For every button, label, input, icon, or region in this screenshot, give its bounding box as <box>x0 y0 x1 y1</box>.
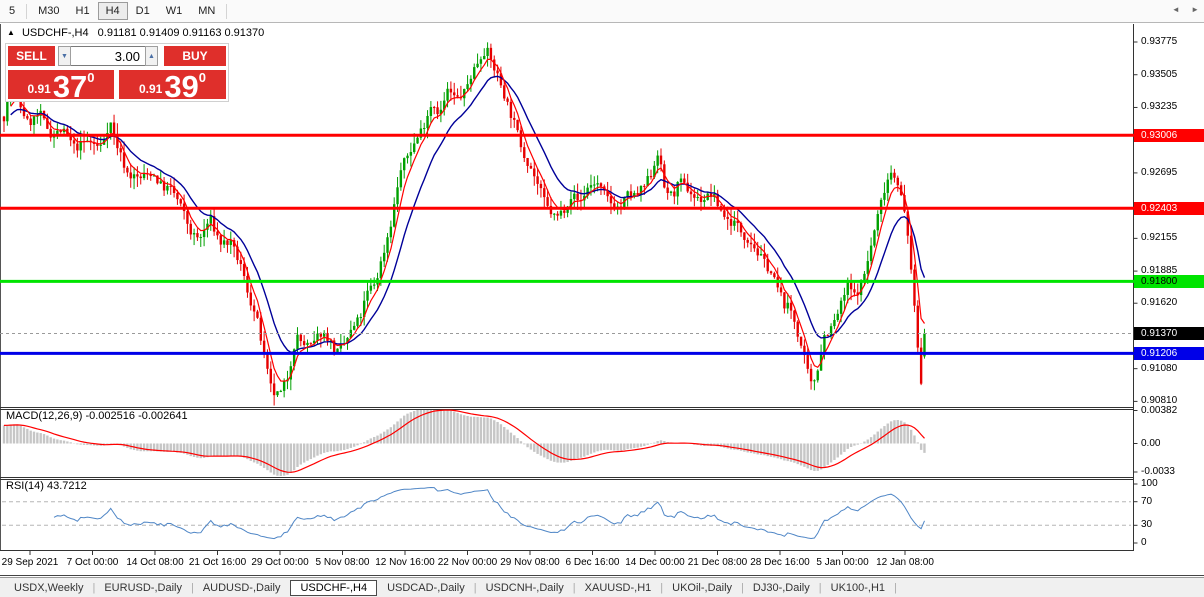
time-axis-label: 14 Dec 00:00 <box>625 557 685 568</box>
chart-title: ▲ USDCHF-,H4 0.91181 0.91409 0.91163 0.9… <box>7 27 264 39</box>
tab-separator: | <box>894 581 897 594</box>
macd-axis-label: -0.0033 <box>1141 465 1175 477</box>
chart-tab-usdchf-h4[interactable]: USDCHF-,H4 <box>290 579 378 596</box>
tab-separator: | <box>190 581 194 594</box>
sell-price-prefix: 0.91 <box>27 82 51 96</box>
tab-scroll-left-icon[interactable]: ◄ <box>1171 5 1180 14</box>
ma-fast-line <box>10 58 925 382</box>
tab-scroll-arrows: ◄ ► <box>1163 5 1199 14</box>
time-axis-label: 28 Dec 16:00 <box>750 557 810 568</box>
price-axis-label: 0.93775 <box>1141 36 1178 47</box>
timeframe-toolbar: 5 M30 H1 H4 D1 W1 MN <box>0 0 1204 23</box>
chart-tab-uk100-h1[interactable]: UK100-,H1 <box>830 581 886 594</box>
time-axis-label: 5 Jan 00:00 <box>816 557 869 568</box>
chart-tab-usdcad-daily[interactable]: USDCAD-,Daily <box>387 581 465 594</box>
time-axis-label: 21 Dec 08:00 <box>687 557 748 568</box>
buy-price-digits: 39 <box>164 69 199 104</box>
timeframe-button-mn[interactable]: MN <box>198 5 216 17</box>
time-axis-label: 29 Nov 08:00 <box>500 557 560 568</box>
one-click-trade-widget: SELL ▼ 3.00 ▲ BUY 0.91 37 0 0.91 39 0 <box>5 43 229 102</box>
time-axis-label: 6 Dec 16:00 <box>565 557 620 568</box>
chart-tab-usdx-weekly[interactable]: USDX,Weekly <box>14 581 84 594</box>
tab-scroll-right-icon[interactable]: ► <box>1191 5 1199 14</box>
chart-ohlc-values: 0.91181 0.91409 0.91163 0.91370 <box>97 27 265 39</box>
chart-tab-usdcnh-daily[interactable]: USDCNH-,Daily <box>485 581 564 594</box>
chart-tab-eurusd-daily[interactable]: EURUSD-,Daily <box>104 581 182 594</box>
timeframe-button-5[interactable]: 5 <box>9 5 16 17</box>
tab-separator: | <box>572 581 576 594</box>
time-axis-label: 7 Oct 00:00 <box>66 557 119 568</box>
time-axis-ticks <box>29 551 906 555</box>
price-axis-label: 0.91885 <box>1141 265 1178 277</box>
time-axis-label: 14 Oct 08:00 <box>126 557 184 568</box>
macd-signal-line <box>3 409 925 473</box>
rsi-axis-label: 100 <box>1141 478 1158 489</box>
timeframe-button-d1[interactable]: D1 <box>135 5 150 17</box>
time-axis-label: 21 Oct 16:00 <box>188 557 247 568</box>
chart-tab-xauusd-h1[interactable]: XAUUSD-,H1 <box>584 581 652 594</box>
buy-price-button[interactable]: 0.91 39 0 <box>119 69 226 104</box>
tab-separator: | <box>473 581 477 594</box>
price-axis-label: 0.92155 <box>1141 232 1178 244</box>
timeframe-button-m30[interactable]: M30 <box>38 5 60 17</box>
rsi-axis-label: 0 <box>1141 537 1147 548</box>
tab-separator: | <box>92 581 96 594</box>
chart-tab-ukoil-daily[interactable]: UKOil-,Daily <box>672 581 733 594</box>
timeframe-button-w1[interactable]: W1 <box>165 5 183 17</box>
time-axis-label: 12 Jan 08:00 <box>876 557 934 568</box>
toolbar-separator <box>226 3 228 19</box>
price-axis-ticks <box>1133 41 1138 544</box>
chart-tab-audusd-daily[interactable]: AUDUSD-,Daily <box>202 581 281 594</box>
macd-axis-label: 0.00 <box>1141 437 1161 449</box>
macd-axis-label: 0.00382 <box>1141 404 1178 416</box>
current-price-price-chip: 0.91370 <box>1134 327 1204 340</box>
volume-decrease-button[interactable]: ▼ <box>58 46 71 66</box>
rsi-axis-label: 70 <box>1141 495 1153 507</box>
sell-price-pipette: 0 <box>87 70 95 85</box>
price-axis-label: 0.90810 <box>1141 395 1178 407</box>
timeframe-button-h4[interactable]: H4 <box>97 2 128 20</box>
volume-increase-button[interactable]: ▲ <box>145 46 158 66</box>
buy-button[interactable]: BUY <box>164 46 226 66</box>
volume-input[interactable]: 3.00 <box>71 46 145 66</box>
timeframe-button-h1[interactable]: H1 <box>75 5 90 17</box>
price-axis-label: 0.91620 <box>1141 297 1178 309</box>
time-axis-label: 12 Nov 16:00 <box>375 557 435 568</box>
time-axis-label: 29 Sep 2021 <box>1 557 59 568</box>
triangle-down-icon: ▼ <box>61 52 68 60</box>
pivot-green-price-chip: 0.91800 <box>1134 274 1204 288</box>
rsi-axis-label: 30 <box>1141 519 1153 531</box>
resistance-upper-price-chip: 0.93006 <box>1134 128 1204 142</box>
time-axis-label: 29 Oct 00:00 <box>251 557 309 568</box>
symbol-marker-icon: ▲ <box>7 28 15 37</box>
buy-price-prefix: 0.91 <box>138 82 163 96</box>
chart-tab-dj30-daily[interactable]: DJ30-,Daily <box>752 581 810 594</box>
price-axis-label: 0.93235 <box>1141 101 1178 113</box>
support-blue-price-chip: 0.91206 <box>1134 346 1204 360</box>
tab-separator: | <box>660 581 664 594</box>
macd-header: MACD(12,26,9) -0.002516 -0.002641 <box>6 410 188 422</box>
toolbar-separator <box>26 3 28 19</box>
triangle-up-icon: ▲ <box>148 52 155 60</box>
resistance-lower-price-chip: 0.92403 <box>1134 201 1204 215</box>
tab-separator: | <box>818 581 822 594</box>
price-axis-label: 0.92695 <box>1141 166 1178 178</box>
sell-price-digits: 37 <box>52 69 88 104</box>
rsi-header: RSI(14) 43.7212 <box>6 480 87 492</box>
chart-tab-bar: USDX,Weekly | EURUSD-,Daily | AUDUSD-,Daily … <box>0 577 1204 597</box>
buy-price-pipette: 0 <box>198 70 207 85</box>
time-axis-label: 5 Nov 08:00 <box>315 557 370 568</box>
ma-slow-line <box>10 75 926 354</box>
panel-borders <box>0 24 1204 576</box>
price-axis-label: 0.93505 <box>1141 68 1178 80</box>
tab-separator: | <box>741 581 744 594</box>
sell-price-button[interactable]: 0.91 37 0 <box>8 69 114 104</box>
time-axis-label: 22 Nov 00:00 <box>437 557 498 568</box>
sell-button[interactable]: SELL <box>8 46 55 66</box>
chart-symbol-period: USDCHF-,H4 <box>21 27 89 39</box>
rsi-line <box>53 486 925 540</box>
price-axis-label: 0.91080 <box>1141 362 1178 374</box>
